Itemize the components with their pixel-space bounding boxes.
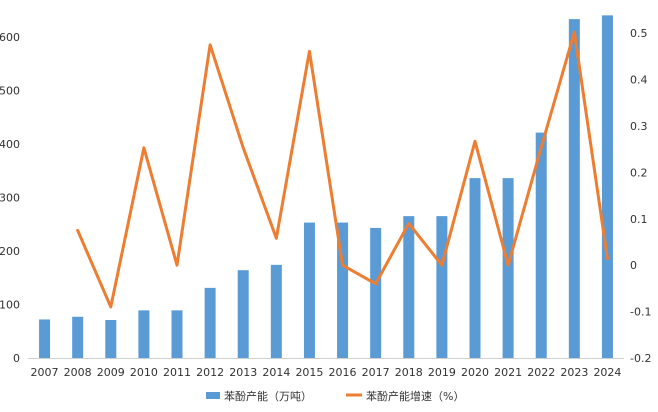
bar-2016 [337,222,349,358]
x-tick-label-2017: 2017 [362,366,390,379]
bar-2019 [436,216,448,358]
x-tick-label-2019: 2019 [428,366,456,379]
axis-layer: 2007 2008 2009 2010 2011 2012 2013 2014 2015 2016… [0,27,651,379]
bar-2015 [303,222,315,358]
bar-2012 [204,287,216,358]
x-tick-label-2023: 2023 [560,366,588,379]
y-right-tick-label: 0.1 [630,213,648,226]
y-left-tick-label: 300 [0,191,20,204]
x-tick-label-2021: 2021 [494,366,522,379]
y-right-tick-label: 0 [630,259,637,272]
y-right-tick-label: 0.2 [630,166,648,179]
y-right-tick-label: 0.5 [630,27,648,40]
y-left-tick-label: 0 [13,352,20,365]
bar-2022 [535,132,547,358]
x-tick-label-2018: 2018 [395,366,423,379]
bar-2023 [568,19,580,359]
bar-2024 [601,15,613,358]
y-left-tick-label: 400 [0,138,20,151]
legend-label-growth: 苯酚产能增速（%） [366,389,464,403]
y-right-tick-label: -0.2 [630,352,651,365]
bar-2011 [171,310,183,358]
x-tick-label-2007: 2007 [31,366,59,379]
bar-2013 [237,270,249,358]
bars-layer [39,15,613,359]
bar-2008 [72,316,84,358]
growth-line [76,30,609,309]
x-tick-label-2012: 2012 [196,366,224,379]
bar-2014 [270,264,282,358]
bar-2010 [138,310,150,358]
x-tick-label-2020: 2020 [461,366,489,379]
legend-swatch-capacity [206,392,220,399]
bar-2020 [469,178,481,358]
y-left-tick-label: 500 [0,84,20,97]
legend-label-capacity: 苯酚产能（万吨） [224,389,312,403]
x-tick-label-2024: 2024 [593,366,621,379]
y-left-tick-label: 200 [0,245,20,258]
line-layer [76,30,609,309]
bar-2018 [403,216,415,358]
x-tick-label-2011: 2011 [163,366,191,379]
x-tick-label-2015: 2015 [295,366,323,379]
x-tick-label-2022: 2022 [527,366,555,379]
bar-2017 [370,227,382,358]
x-tick-label-2016: 2016 [329,366,357,379]
legend: 苯酚产能（万吨） 苯酚产能增速（%） [206,389,464,403]
bar-2009 [105,319,117,358]
y-right-tick-label: -0.1 [630,306,651,319]
bar-2021 [502,178,514,358]
x-tick-label-2008: 2008 [64,366,92,379]
y-right-tick-label: 0.3 [630,120,648,133]
x-tick-label-2009: 2009 [97,366,125,379]
y-right-tick-label: 0.4 [630,74,648,87]
bar-2007 [39,319,51,358]
x-tick-label-2014: 2014 [262,366,290,379]
x-tick-label-2013: 2013 [229,366,257,379]
y-left-tick-label: 100 [0,298,20,311]
x-tick-label-2010: 2010 [130,366,158,379]
y-left-tick-label: 600 [0,31,20,44]
